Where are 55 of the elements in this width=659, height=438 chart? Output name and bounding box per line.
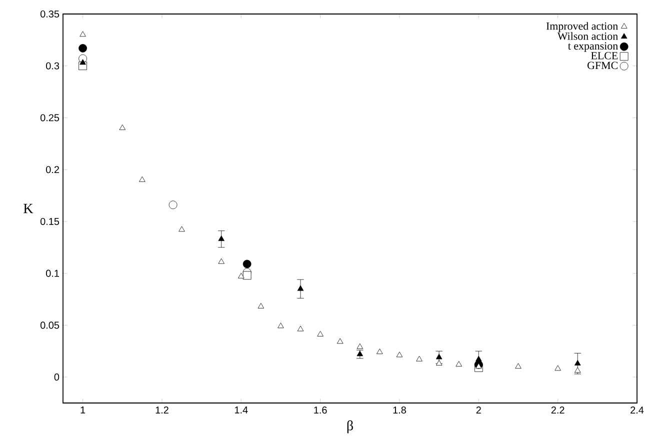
x-tick-label: 2.4 xyxy=(630,406,644,414)
point xyxy=(242,260,252,268)
point xyxy=(376,348,383,354)
point xyxy=(297,326,304,332)
point xyxy=(139,176,146,182)
point xyxy=(436,354,442,360)
x-tick-label: 2 xyxy=(476,406,481,414)
point xyxy=(476,356,482,362)
point xyxy=(416,356,422,362)
point xyxy=(218,236,224,241)
point xyxy=(356,343,364,349)
y-tick-label: 0.25 xyxy=(40,114,60,122)
point xyxy=(574,360,581,366)
point xyxy=(238,272,244,278)
point xyxy=(476,363,482,369)
point xyxy=(574,367,581,373)
point xyxy=(242,271,252,280)
x-tick-label: 1.4 xyxy=(234,406,248,414)
point xyxy=(119,124,126,130)
point xyxy=(554,365,561,371)
y-tick-label: 0.3 xyxy=(46,62,60,70)
x-tick-label: 1.2 xyxy=(156,406,168,414)
point xyxy=(336,338,344,344)
y-tick-label: 0 xyxy=(54,374,60,381)
legend-label: Improved action xyxy=(546,22,618,32)
x-tick-label: 1.8 xyxy=(393,406,406,414)
point xyxy=(278,322,284,328)
y-tick-label: 0.15 xyxy=(40,218,60,225)
point xyxy=(297,285,304,291)
point xyxy=(456,361,462,367)
legend-label: ELCE xyxy=(591,52,618,60)
point xyxy=(80,59,86,65)
point xyxy=(168,200,178,210)
point xyxy=(515,363,522,369)
legend-label: GFMC xyxy=(588,62,618,70)
point xyxy=(396,352,403,358)
point xyxy=(80,31,86,37)
y-axis-title: K xyxy=(24,204,34,214)
point xyxy=(78,44,87,52)
legend-label: t expansion xyxy=(568,42,618,52)
x-axis-title: β xyxy=(347,420,353,434)
y-tick-label: 0.2 xyxy=(46,166,59,174)
y-tick-label: 0.35 xyxy=(40,10,60,18)
y-tick-label: 0.05 xyxy=(40,322,60,329)
point xyxy=(436,360,442,366)
x-tick-label: 2.2 xyxy=(551,406,564,414)
point xyxy=(317,330,324,336)
point xyxy=(218,258,224,264)
x-tick-label: 1.6 xyxy=(314,406,327,414)
point xyxy=(178,226,185,232)
point xyxy=(356,350,364,356)
y-tick-label: 0.1 xyxy=(46,270,59,277)
point xyxy=(258,302,264,308)
x-tick-label: 1 xyxy=(80,406,86,414)
legend-label: Wilson action xyxy=(557,32,618,40)
